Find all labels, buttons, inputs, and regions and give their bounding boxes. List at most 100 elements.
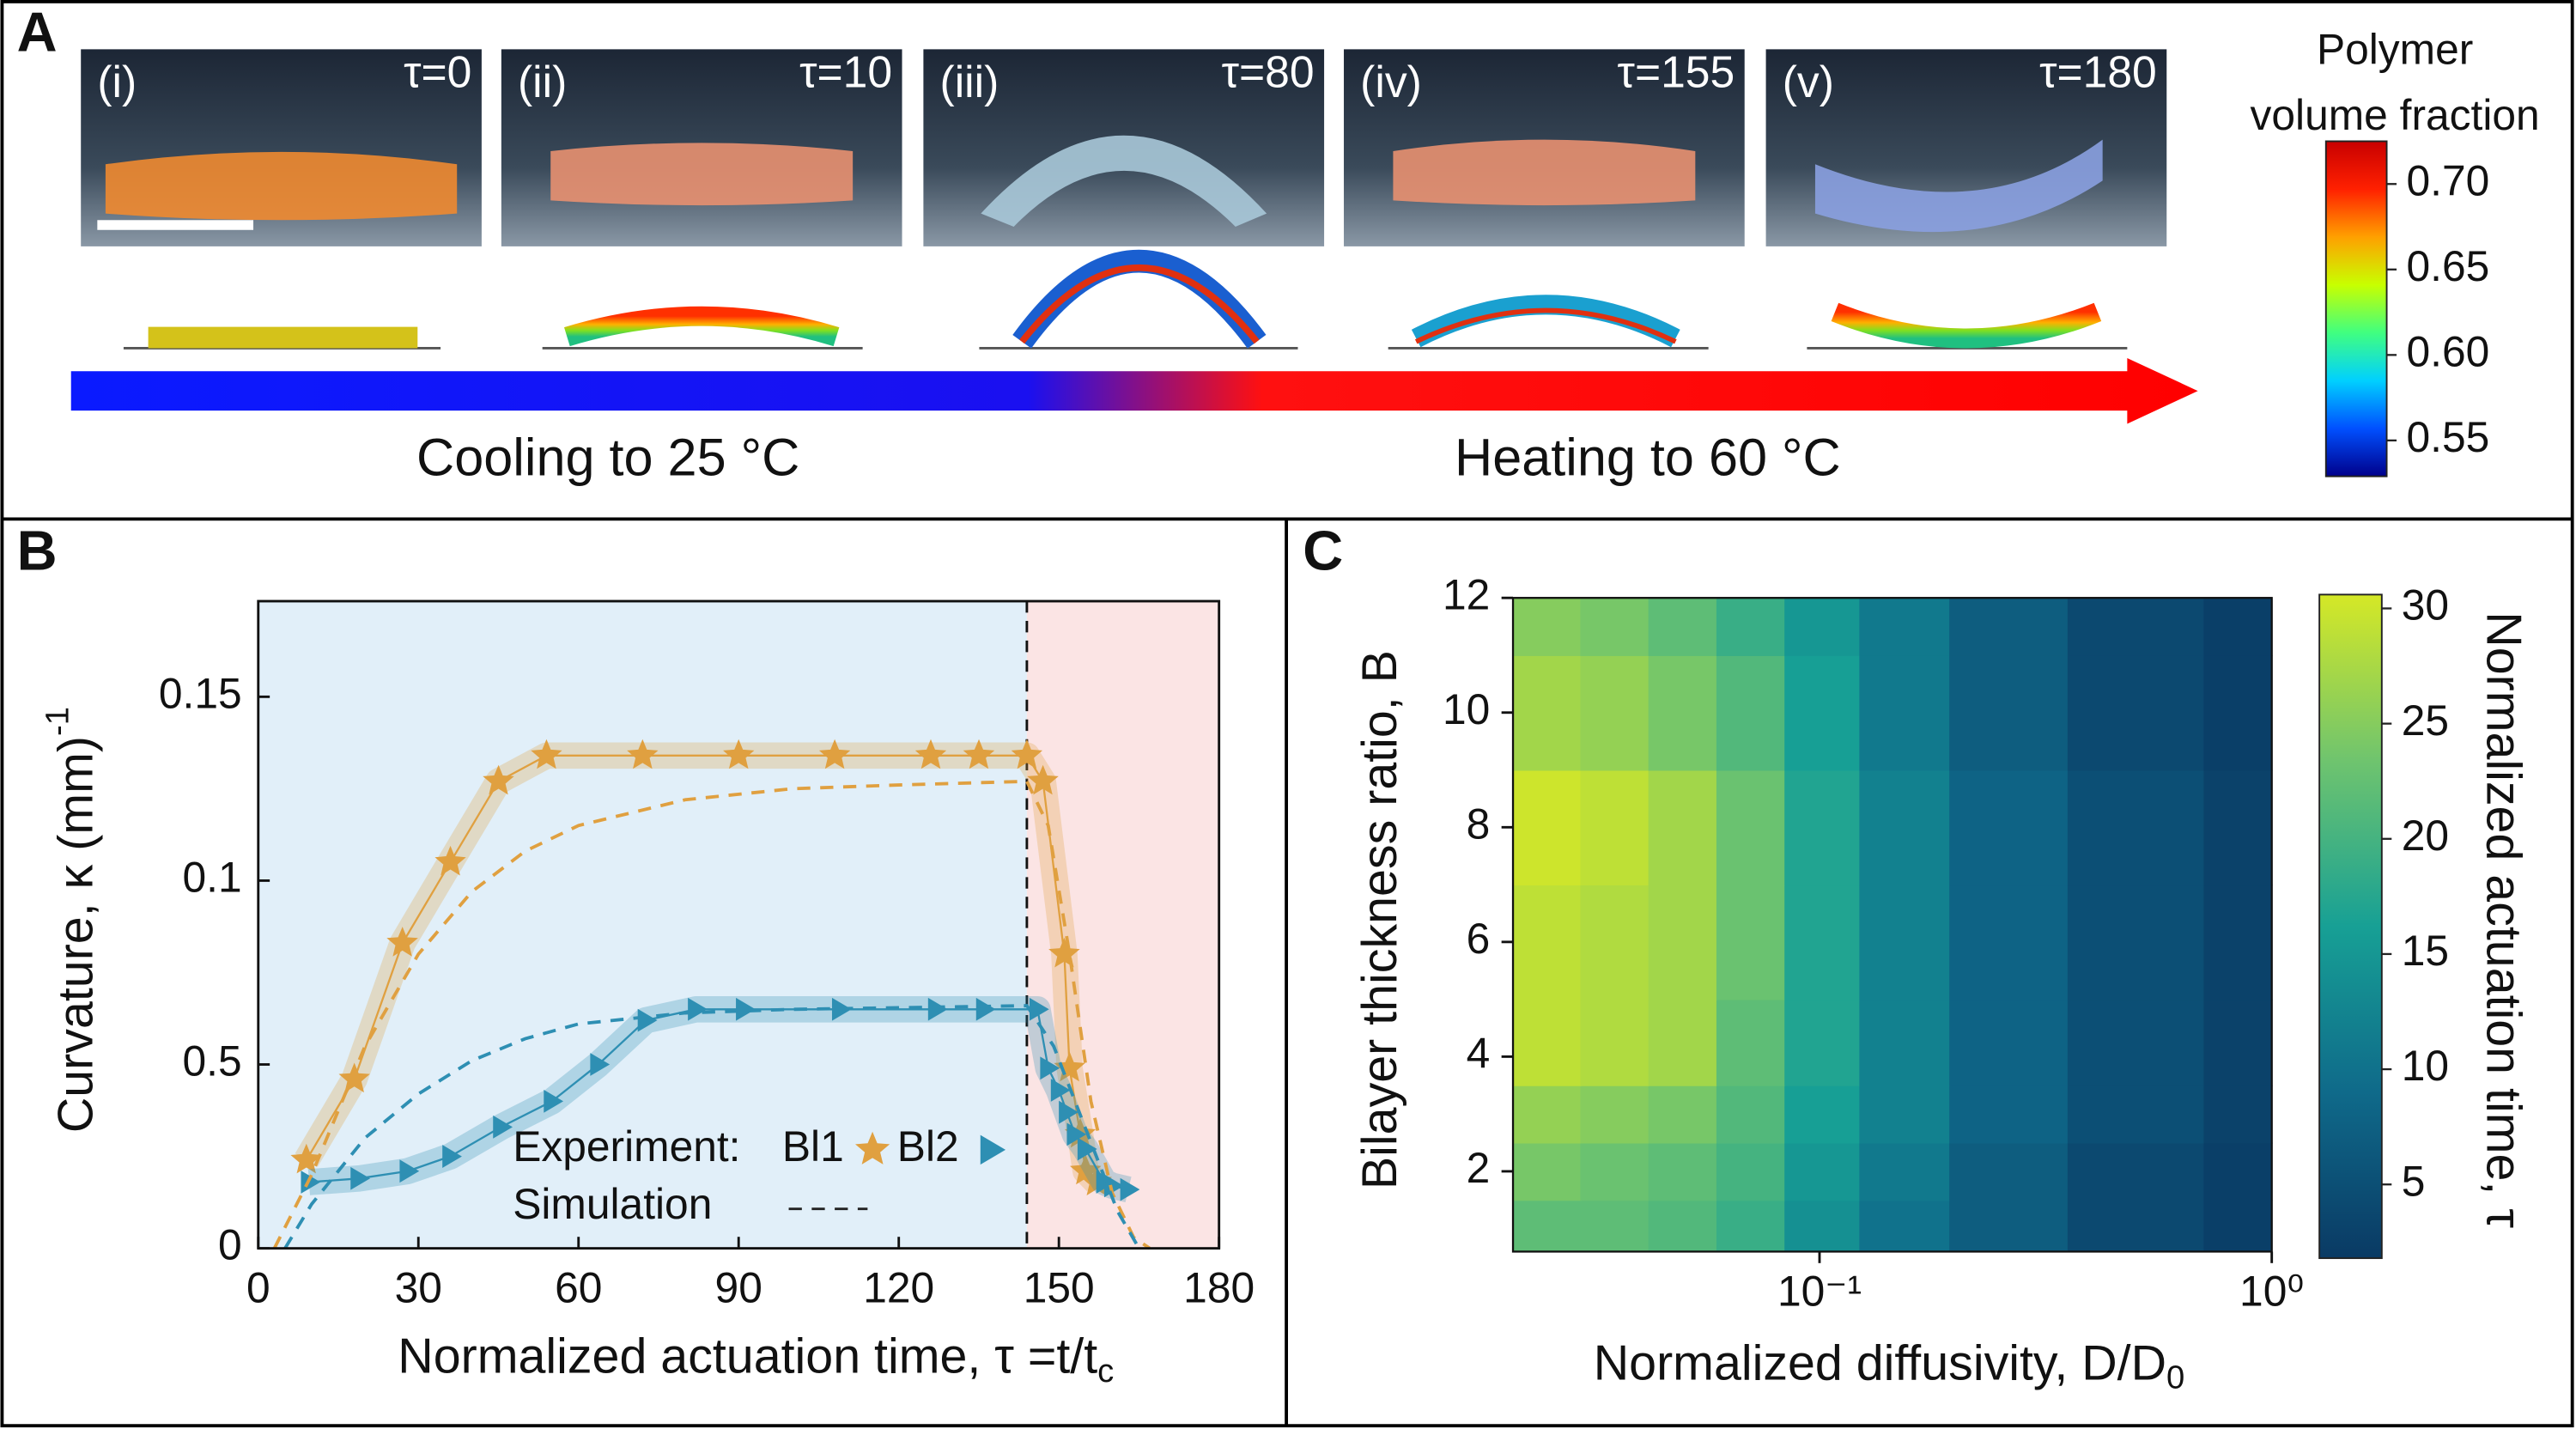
- photo: (iv) τ=155: [1344, 47, 1745, 246]
- heatmap-cell: [2067, 1200, 2205, 1253]
- axis-label-text: Normalized diffusivity, D/D: [1594, 1335, 2166, 1390]
- marker: [723, 739, 755, 769]
- heatmap-cell: [2203, 1142, 2273, 1201]
- y-tick-label: 10: [1443, 685, 1490, 733]
- photo: (ii) τ=10: [501, 47, 902, 246]
- heatmap-cell: [1513, 598, 1582, 656]
- photo-label: (v): [1783, 57, 1834, 106]
- colorbar-tick-label: 20: [2402, 812, 2449, 860]
- colorbar-tick-label: 0.60: [2407, 327, 2490, 375]
- marker: [442, 1145, 462, 1168]
- y-tick-label: 2: [1467, 1144, 1491, 1192]
- heatmap-cell: [1513, 1200, 1582, 1253]
- heatmap-cell: [1859, 1142, 1951, 1201]
- x-tick-label: 90: [715, 1263, 762, 1311]
- colorbar-title: volume fraction: [2251, 91, 2540, 139]
- heatmap-cell: [1784, 598, 1861, 656]
- marker: [914, 739, 947, 769]
- axis-label-sup: -1: [39, 707, 76, 736]
- marker: [1059, 1100, 1078, 1124]
- heatmap-cell: [1716, 1085, 1786, 1144]
- heatmap-cell: [1716, 999, 1786, 1086]
- arrow-label: Heating to 60 °C: [1455, 429, 1841, 487]
- marker: [1029, 997, 1049, 1021]
- heatmap-cell: [1513, 654, 1582, 771]
- colorbar-title: Polymer: [2317, 25, 2473, 73]
- photo-label: (ii): [518, 57, 567, 106]
- heatmap-cell: [2203, 1200, 2273, 1253]
- heatmap-cell: [1580, 1200, 1649, 1253]
- marker: [1077, 1137, 1097, 1161]
- colorbar: [2324, 140, 2388, 477]
- panel-label: A: [17, 0, 58, 63]
- photo-tau: τ=10: [799, 47, 892, 97]
- heatmap-cell: [2203, 598, 2273, 656]
- marker: [301, 1171, 321, 1194]
- heatmap-cell: [1859, 885, 1951, 1000]
- marker: [688, 997, 708, 1021]
- y-tick-label: 12: [1443, 570, 1490, 618]
- marker: [627, 739, 659, 769]
- heatmap-cell: [1648, 1142, 1717, 1201]
- axis-label: Curvature, κ (mm)-1: [39, 707, 103, 1133]
- marker: [493, 1115, 513, 1139]
- colorbar: [2318, 593, 2383, 1260]
- heatmap-cell: [1784, 769, 1861, 886]
- heatmap-cell: [2067, 885, 2205, 1000]
- marker: [975, 997, 996, 1021]
- marker: [544, 1089, 564, 1113]
- axis-label-text: Curvature, κ (mm): [48, 736, 103, 1133]
- axis-label: Normalized actuation time, τ =t/tc: [398, 1329, 1114, 1389]
- photo-label: (i): [97, 57, 137, 106]
- photo-tau: τ=80: [1222, 47, 1315, 97]
- marker: [927, 997, 948, 1021]
- axis-label: Bilayer thickness ratio, B: [1352, 650, 1407, 1189]
- region: [258, 601, 1027, 1249]
- heatmap-cell: [2067, 654, 2205, 771]
- colorbar-tick-label: 5: [2402, 1157, 2426, 1205]
- marker: [338, 1062, 370, 1093]
- heatmap-cell: [1513, 769, 1582, 886]
- marker: [531, 739, 562, 769]
- heatmap-cell: [1580, 598, 1649, 656]
- region: [1026, 601, 1219, 1249]
- heatmap-cell: [1949, 1200, 2069, 1253]
- heatmap-cell: [1648, 885, 1717, 1000]
- colorbar-tick-label: 25: [2402, 696, 2449, 745]
- x-tick-label: 60: [555, 1263, 602, 1311]
- marker: [1048, 937, 1080, 968]
- marker: [1040, 1056, 1060, 1080]
- heatmap-cell: [1784, 654, 1861, 771]
- heatmap-cell: [1949, 885, 2069, 1000]
- marker: [1011, 739, 1043, 769]
- heatmap-cell: [1784, 1142, 1861, 1201]
- heatmap-cell: [1648, 1085, 1717, 1144]
- colorbar-tick-label: 0.70: [2407, 156, 2490, 204]
- legend-label: Bl2: [897, 1122, 959, 1171]
- photo-sample: [105, 151, 458, 221]
- heatmap-cell: [1580, 1085, 1649, 1144]
- marker: [290, 1143, 322, 1174]
- x-tick-label: 10⁻¹: [1777, 1267, 1862, 1315]
- heatmap-cell: [1716, 1200, 1786, 1253]
- heatmap-cell: [2067, 1142, 2205, 1201]
- photo: (iii) τ=80: [923, 47, 1325, 246]
- heatmap-cell: [1580, 999, 1649, 1086]
- marker: [350, 1166, 371, 1190]
- scale-bar: [97, 220, 254, 230]
- photo-sample: [1814, 139, 2103, 233]
- marker: [637, 1008, 658, 1032]
- y-tick-label: 0.15: [159, 669, 242, 717]
- heatmap-cell: [1716, 654, 1786, 771]
- photo-sample: [981, 135, 1267, 227]
- heatmap-cell: [1784, 1085, 1861, 1144]
- heatmap-cell: [1859, 999, 1951, 1086]
- colorbar-tick-label: 15: [2402, 927, 2449, 975]
- heatmap-cell: [1716, 885, 1786, 1000]
- photo-sample: [550, 143, 854, 206]
- heatmap-cell: [1949, 654, 2069, 771]
- heatmap-cell: [1648, 598, 1717, 656]
- heatmap-cell: [1716, 598, 1786, 656]
- heatmap-cell: [1580, 654, 1649, 771]
